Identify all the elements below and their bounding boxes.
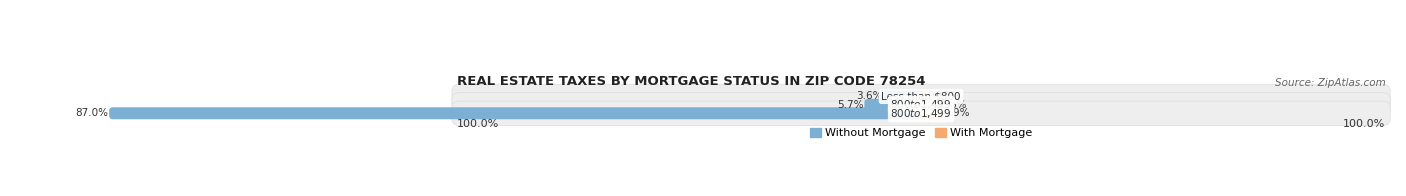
Text: Source: ZipAtlas.com: Source: ZipAtlas.com bbox=[1275, 78, 1385, 88]
FancyBboxPatch shape bbox=[451, 101, 1391, 125]
Text: $800 to $1,499: $800 to $1,499 bbox=[890, 107, 952, 120]
Text: $800 to $1,499: $800 to $1,499 bbox=[890, 98, 952, 111]
FancyBboxPatch shape bbox=[917, 107, 942, 119]
Text: 100.0%: 100.0% bbox=[1343, 119, 1385, 129]
FancyBboxPatch shape bbox=[110, 107, 925, 119]
FancyBboxPatch shape bbox=[884, 91, 925, 103]
Text: 3.6%: 3.6% bbox=[856, 92, 883, 102]
Text: 87.0%: 87.0% bbox=[76, 108, 108, 118]
Text: 1.9%: 1.9% bbox=[943, 108, 970, 118]
FancyBboxPatch shape bbox=[865, 99, 925, 111]
Legend: Without Mortgage, With Mortgage: Without Mortgage, With Mortgage bbox=[810, 128, 1032, 138]
Text: 1.6%: 1.6% bbox=[941, 100, 967, 110]
FancyBboxPatch shape bbox=[451, 84, 1391, 109]
Text: 5.7%: 5.7% bbox=[837, 100, 863, 110]
Text: Less than $800: Less than $800 bbox=[882, 92, 960, 102]
FancyBboxPatch shape bbox=[917, 91, 927, 103]
Text: 100.0%: 100.0% bbox=[457, 119, 499, 129]
FancyBboxPatch shape bbox=[451, 93, 1391, 117]
Text: REAL ESTATE TAXES BY MORTGAGE STATUS IN ZIP CODE 78254: REAL ESTATE TAXES BY MORTGAGE STATUS IN … bbox=[457, 75, 925, 88]
FancyBboxPatch shape bbox=[917, 99, 939, 111]
Text: 0.16%: 0.16% bbox=[927, 92, 960, 102]
